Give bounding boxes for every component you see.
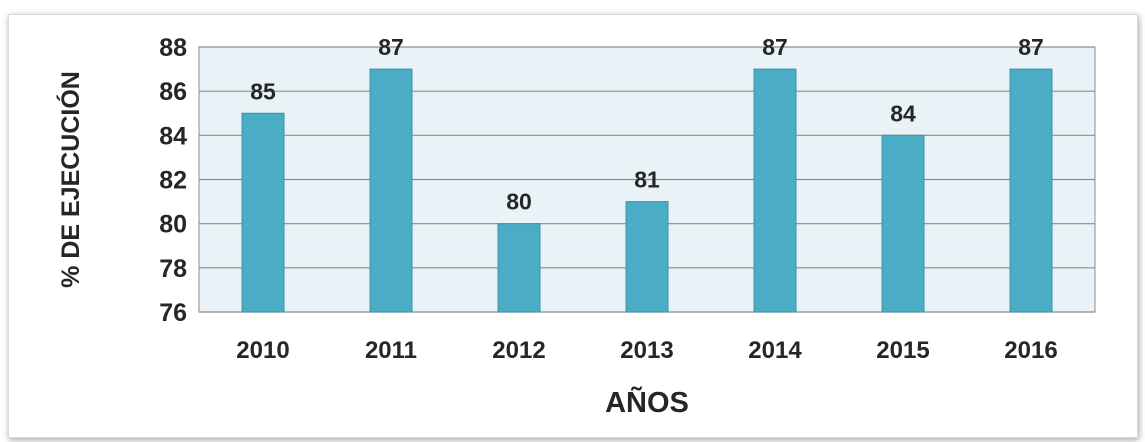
bar-2014 xyxy=(753,68,797,313)
y-tick-label: 84 xyxy=(159,122,187,150)
x-tick-label: 2015 xyxy=(876,337,929,364)
data-label: 87 xyxy=(1018,34,1044,60)
data-label: 81 xyxy=(634,167,660,193)
gridlines xyxy=(199,46,1095,313)
data-label: 87 xyxy=(762,34,788,60)
data-label: 85 xyxy=(250,78,276,104)
data-label: 84 xyxy=(890,100,916,126)
data-label: 80 xyxy=(506,189,532,215)
y-tick-label: 88 xyxy=(159,34,187,62)
bar-2012 xyxy=(497,223,541,313)
bar-2010 xyxy=(241,112,285,313)
x-tick-label: 2014 xyxy=(748,337,802,364)
chart-frame: 85 87 80 81 87 84 87 76 78 80 82 84 86 88 2010 2011 20… xyxy=(8,14,1138,438)
bar-2016 xyxy=(1009,68,1053,313)
x-tick-label: 2016 xyxy=(1004,337,1057,364)
data-labels: 85 87 80 81 87 84 87 xyxy=(250,34,1044,215)
y-tick-label: 80 xyxy=(159,211,187,239)
bar-2013 xyxy=(625,201,669,313)
y-axis-ticks: 76 78 80 82 84 86 88 xyxy=(159,34,187,327)
y-tick-label: 76 xyxy=(159,299,187,327)
x-tick-label: 2011 xyxy=(365,337,417,364)
y-axis-title: % DE EJECUCIÓN xyxy=(55,71,85,288)
data-label: 87 xyxy=(378,34,404,60)
x-tick-label: 2012 xyxy=(492,337,545,364)
y-tick-label: 86 xyxy=(159,78,187,106)
y-tick-label: 78 xyxy=(159,255,187,283)
y-tick-label: 82 xyxy=(159,167,187,195)
x-tick-label: 2013 xyxy=(620,337,673,364)
bar-2015 xyxy=(881,134,925,313)
bars xyxy=(241,68,1053,313)
x-axis-ticks: 2010 2011 2012 2013 2014 2015 2016 xyxy=(236,337,1057,364)
bar-2011 xyxy=(369,68,413,313)
x-tick-label: 2010 xyxy=(236,337,289,364)
x-axis-title: AÑOS xyxy=(605,385,689,419)
